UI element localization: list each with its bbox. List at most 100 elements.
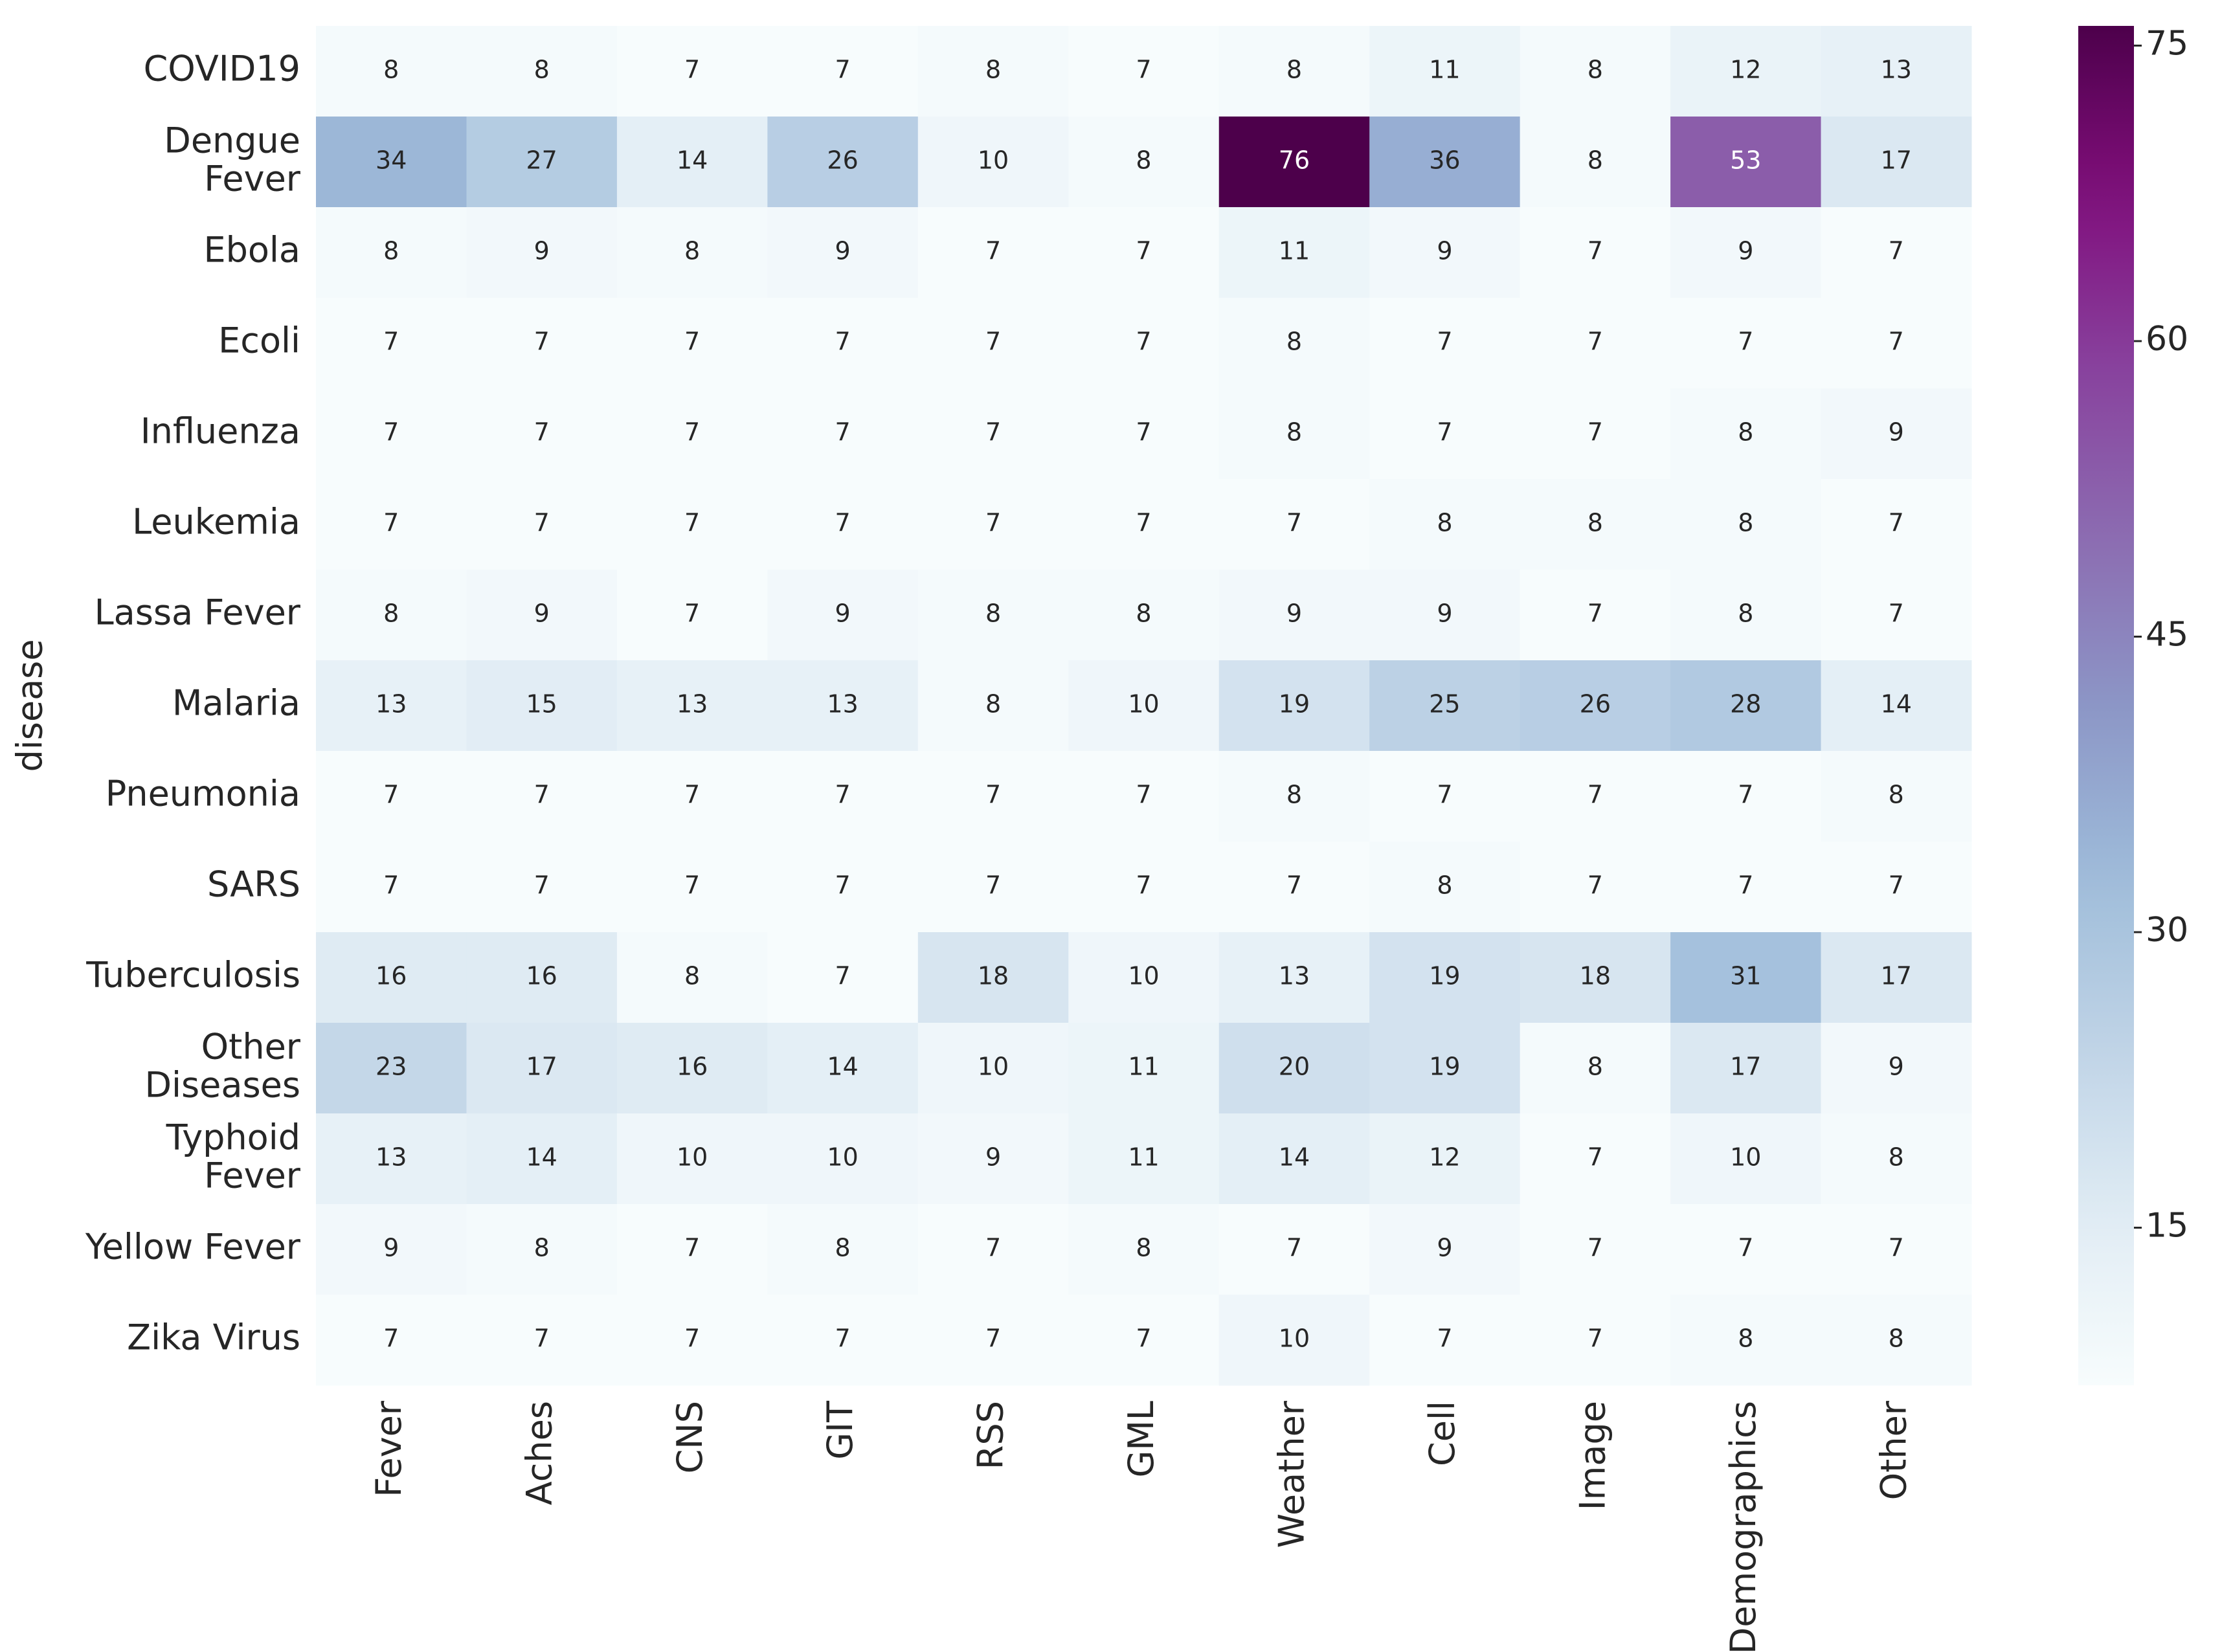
heatmap-cell	[917, 1023, 1069, 1114]
cell-value: 15	[526, 690, 557, 719]
cell-value: 13	[376, 1143, 407, 1172]
cell-value: 7	[1437, 328, 1452, 356]
cell-value: 7	[1136, 328, 1151, 356]
heatmap-cell	[316, 1113, 467, 1205]
heatmap-cell	[1821, 932, 1972, 1023]
cell-value: 8	[383, 237, 399, 265]
heatmap-cell	[1821, 751, 1972, 842]
cell-value: 7	[534, 418, 550, 447]
heatmap-cell	[1670, 570, 1822, 661]
cell-value: 14	[827, 1053, 858, 1081]
column-label: CNS	[669, 1401, 710, 1473]
heatmap-cell	[1821, 842, 1972, 933]
heatmap-cell	[767, 570, 919, 661]
cell-value: 7	[1437, 418, 1452, 447]
row-label: Dengue Fever	[164, 120, 301, 199]
heatmap-cell	[616, 207, 768, 298]
cell-value: 7	[1889, 509, 1904, 537]
cell-value: 17	[1730, 1053, 1761, 1081]
heatmap-cell	[1068, 298, 1220, 389]
heatmap-cell	[1520, 1113, 1671, 1205]
heatmap-cell	[767, 1023, 919, 1114]
cell-value: 9	[1437, 237, 1452, 265]
heatmap-cell	[1218, 207, 1370, 298]
cell-value: 9	[1889, 1053, 1904, 1081]
heatmap-cell	[767, 932, 919, 1023]
cell-value: 7	[383, 509, 399, 537]
column-label: GIT	[820, 1400, 860, 1460]
heatmap-cell	[1670, 932, 1822, 1023]
cell-value: 9	[534, 237, 550, 265]
heatmap-cell	[616, 26, 768, 117]
cell-value: 14	[526, 1143, 557, 1172]
cell-value: 13	[1881, 56, 1912, 84]
cell-value: 7	[985, 418, 1001, 447]
heatmap-cell	[316, 26, 467, 117]
heatmap-cell	[1218, 298, 1370, 389]
heatmap-cell	[1821, 388, 1972, 480]
cell-value: 7	[1136, 781, 1151, 809]
cell-value: 10	[827, 1143, 858, 1172]
cell-value: 8	[684, 237, 700, 265]
cell-value: 20	[1279, 1053, 1310, 1081]
heatmap-cell	[1068, 207, 1220, 298]
cell-value: 7	[684, 328, 700, 356]
cell-value: 7	[835, 1324, 850, 1353]
heatmap-cell	[917, 932, 1069, 1023]
heatmap-cell	[1520, 932, 1671, 1023]
cell-value: 7	[1588, 237, 1603, 265]
cell-value: 10	[1128, 962, 1159, 990]
cell-value: 8	[1286, 56, 1302, 84]
cell-value: 8	[1738, 1324, 1753, 1353]
cell-value: 10	[1279, 1324, 1310, 1353]
cell-value: 18	[1580, 962, 1611, 990]
cell-value: 28	[1730, 690, 1761, 719]
cell-value: 9	[1286, 599, 1302, 628]
heatmap-cell	[1369, 479, 1521, 570]
row-label: Leukemia	[132, 502, 300, 542]
cell-value: 14	[1279, 1143, 1310, 1172]
cell-value: 16	[526, 962, 557, 990]
cell-value: 7	[1588, 1234, 1603, 1262]
heatmap-cell	[1520, 751, 1671, 842]
heatmap-cell	[316, 298, 467, 389]
heatmap-cell	[767, 207, 919, 298]
heatmap-cell	[1670, 751, 1822, 842]
heatmap-cell	[616, 388, 768, 480]
heatmap-cell	[917, 842, 1069, 933]
heatmap-cell	[1670, 1204, 1822, 1295]
row-label: Tuberculosis	[85, 955, 300, 996]
cell-value: 7	[985, 509, 1001, 537]
cell-value: 18	[978, 962, 1009, 990]
heatmap-cell	[917, 1113, 1069, 1205]
heatmap-cell	[1218, 26, 1370, 117]
heatmap-cell	[1520, 570, 1671, 661]
heatmap-cell	[1369, 1113, 1521, 1205]
cell-value: 8	[1136, 146, 1151, 175]
heatmap-cell	[1520, 388, 1671, 480]
heatmap-cell	[466, 1295, 618, 1386]
cell-value: 7	[1738, 328, 1753, 356]
heatmap-cell	[767, 1113, 919, 1205]
heatmap-cell	[1369, 570, 1521, 661]
heatmap-cell	[616, 660, 768, 752]
heatmap-cell	[1821, 1023, 1972, 1114]
heatmap-cell	[1218, 1023, 1370, 1114]
heatmap-cell	[1218, 1204, 1370, 1295]
row-label: COVID19	[144, 49, 300, 89]
heatmap-cell	[767, 479, 919, 570]
cell-value: 7	[1738, 871, 1753, 900]
heatmap-cell	[466, 207, 618, 298]
heatmap-cell	[1821, 1295, 1972, 1386]
heatmap-cell	[1520, 842, 1671, 933]
heatmap-cell	[616, 1204, 768, 1295]
cell-value: 8	[1588, 146, 1603, 175]
cell-value: 9	[1437, 1234, 1452, 1262]
heatmap-cell	[1369, 117, 1521, 208]
heatmap-cell	[917, 660, 1069, 752]
heatmap-cell	[1369, 932, 1521, 1023]
heatmap-cell	[1068, 26, 1220, 117]
heatmap-cell	[1520, 117, 1671, 208]
heatmap-cell	[1520, 479, 1671, 570]
cell-value: 7	[534, 781, 550, 809]
